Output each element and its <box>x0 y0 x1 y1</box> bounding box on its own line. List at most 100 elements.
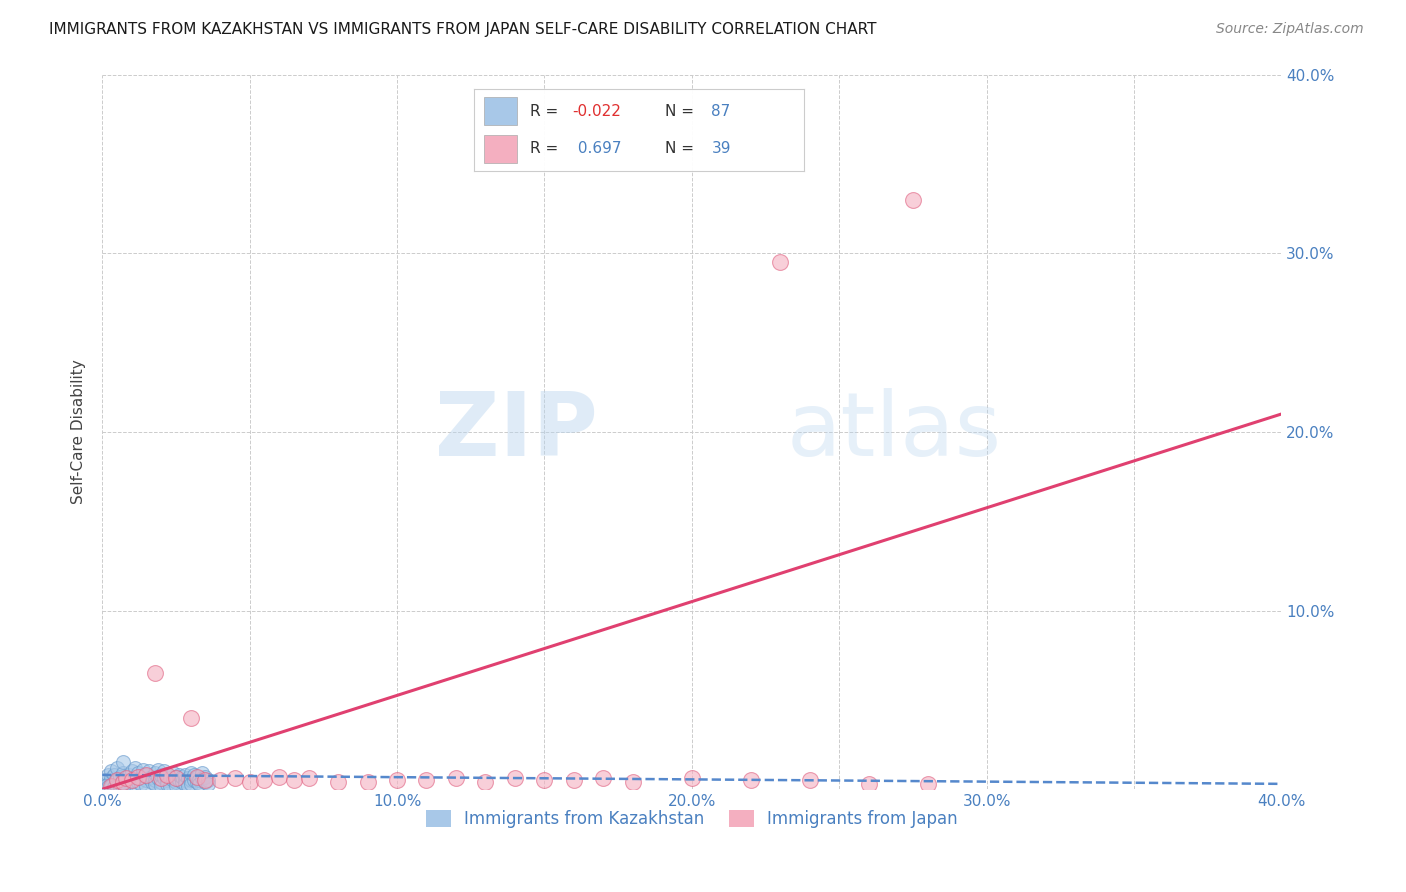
Point <box>148 772 170 786</box>
Point <box>150 775 173 789</box>
Point <box>191 766 214 780</box>
Point <box>121 773 143 788</box>
Point <box>132 768 155 782</box>
Point <box>177 779 200 793</box>
Point <box>108 780 131 795</box>
Point <box>111 756 134 770</box>
Point <box>162 766 184 780</box>
Point <box>111 775 134 789</box>
Point <box>173 773 195 788</box>
Point <box>173 777 195 791</box>
Point <box>253 773 276 788</box>
Point <box>111 780 134 795</box>
Point <box>141 775 163 789</box>
Point <box>239 775 262 789</box>
Text: atlas: atlas <box>786 388 1001 475</box>
Point <box>156 773 179 788</box>
Point <box>194 775 217 789</box>
Point <box>138 764 160 779</box>
Point <box>143 766 166 780</box>
Point <box>769 255 792 269</box>
Point <box>111 766 134 780</box>
Point <box>135 768 157 782</box>
Point <box>121 764 143 779</box>
Point <box>901 193 924 207</box>
Point <box>799 773 821 788</box>
Text: Source: ZipAtlas.com: Source: ZipAtlas.com <box>1216 22 1364 37</box>
Point <box>150 779 173 793</box>
Point <box>156 768 179 782</box>
Point <box>124 770 146 784</box>
Point <box>180 773 202 788</box>
Point <box>197 777 219 791</box>
Point <box>103 768 125 782</box>
Point <box>356 775 378 789</box>
Point <box>180 777 202 791</box>
Point <box>162 773 184 788</box>
Point <box>143 773 166 788</box>
Point <box>186 775 208 789</box>
Point <box>183 768 205 782</box>
Point <box>105 761 128 775</box>
Point <box>474 775 496 789</box>
Point <box>148 763 170 777</box>
Point <box>326 775 349 789</box>
Point <box>173 768 195 782</box>
Point <box>167 768 190 782</box>
Point <box>105 780 128 795</box>
Point <box>740 773 762 788</box>
Point <box>503 772 526 786</box>
Point <box>100 779 122 793</box>
Point <box>533 773 555 788</box>
Point <box>135 768 157 782</box>
Point <box>415 773 437 788</box>
Point <box>194 770 217 784</box>
Point <box>127 775 149 789</box>
Point <box>191 772 214 786</box>
Point <box>153 772 176 786</box>
Y-axis label: Self-Care Disability: Self-Care Disability <box>72 359 86 504</box>
Point <box>143 777 166 791</box>
Point <box>135 773 157 788</box>
Point <box>114 772 136 786</box>
Point <box>150 768 173 782</box>
Point <box>129 772 152 786</box>
Point <box>183 773 205 788</box>
Point <box>156 777 179 791</box>
Text: ZIP: ZIP <box>434 388 598 475</box>
Point <box>180 766 202 780</box>
Point <box>188 773 211 788</box>
Point <box>118 775 141 789</box>
Point <box>97 780 120 795</box>
Point <box>165 770 187 784</box>
Point <box>105 779 128 793</box>
Point <box>621 775 644 789</box>
Point <box>135 779 157 793</box>
Point <box>165 772 187 786</box>
Point <box>283 773 305 788</box>
Point <box>165 779 187 793</box>
Point <box>103 775 125 789</box>
Point <box>141 770 163 784</box>
Point <box>114 779 136 793</box>
Point <box>167 773 190 788</box>
Point <box>180 711 202 725</box>
Point <box>105 773 128 788</box>
Point <box>159 779 181 793</box>
Point <box>170 775 193 789</box>
Point <box>917 777 939 791</box>
Point <box>108 777 131 791</box>
Point <box>129 777 152 791</box>
Point <box>209 773 232 788</box>
Point <box>94 779 117 793</box>
Point <box>224 772 246 786</box>
Point <box>100 772 122 786</box>
Point <box>100 764 122 779</box>
Point <box>94 773 117 788</box>
Point <box>97 777 120 791</box>
Point <box>105 773 128 788</box>
Point <box>444 772 467 786</box>
Point <box>562 773 585 788</box>
Point <box>297 772 319 786</box>
Point <box>138 772 160 786</box>
